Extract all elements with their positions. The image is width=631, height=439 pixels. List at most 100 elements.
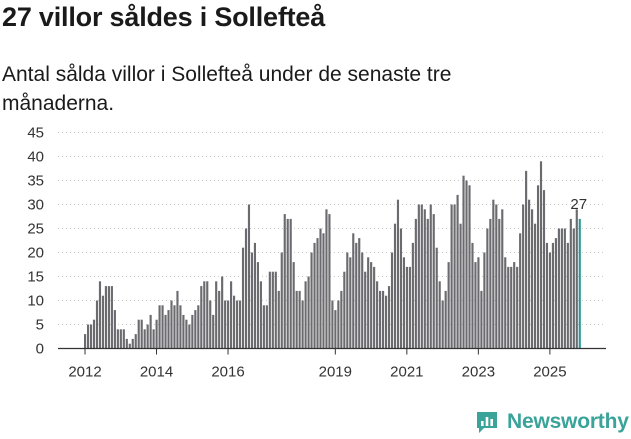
bar — [185, 319, 188, 349]
y-tick-label: 10 — [27, 293, 44, 310]
bar — [551, 242, 555, 349]
bar — [256, 262, 259, 349]
bar — [134, 334, 137, 349]
bar — [334, 310, 337, 349]
bar — [498, 218, 501, 349]
bar — [545, 242, 549, 349]
bar — [152, 329, 155, 349]
bar — [140, 319, 143, 349]
bar — [447, 262, 450, 349]
bar — [84, 334, 87, 349]
bar — [289, 218, 292, 349]
bar — [224, 300, 227, 349]
bar — [295, 290, 298, 349]
bar — [125, 338, 128, 349]
bar — [146, 324, 149, 349]
bar — [566, 242, 569, 349]
bar — [510, 266, 513, 349]
bar — [233, 295, 236, 349]
bar — [250, 252, 254, 349]
bar — [542, 190, 546, 349]
bar — [265, 305, 268, 349]
bar — [86, 324, 90, 349]
bar — [376, 281, 379, 349]
bar — [95, 300, 99, 349]
bar — [438, 281, 441, 349]
bar — [149, 314, 152, 349]
bar — [352, 233, 355, 349]
bar — [212, 314, 215, 349]
bar — [575, 209, 578, 349]
bar — [182, 314, 185, 349]
newsworthy-logo-icon — [477, 412, 497, 433]
y-tick-label: 30 — [27, 197, 44, 214]
bar — [313, 242, 316, 349]
bar — [104, 286, 108, 349]
bar — [227, 300, 230, 349]
bar — [361, 252, 364, 349]
bar — [316, 238, 319, 349]
bar — [390, 252, 394, 349]
bar — [420, 204, 423, 349]
bar — [501, 209, 504, 349]
bar — [525, 170, 528, 349]
bar — [379, 290, 382, 349]
bar — [197, 305, 200, 349]
bar — [206, 281, 209, 349]
bar — [128, 343, 131, 349]
bar — [560, 228, 563, 349]
bar — [513, 262, 516, 349]
bar — [536, 185, 540, 349]
bar — [191, 314, 194, 349]
bar — [402, 257, 406, 349]
bar — [557, 228, 560, 349]
bar — [387, 286, 391, 349]
bar — [337, 300, 340, 349]
bar — [116, 329, 119, 349]
bar — [107, 286, 110, 349]
bar — [161, 305, 164, 349]
bar — [215, 281, 218, 349]
bar — [405, 266, 408, 349]
bar — [244, 228, 248, 349]
bar — [238, 300, 242, 349]
bar — [459, 223, 462, 349]
bar — [486, 228, 489, 349]
bar-latest — [578, 218, 581, 349]
x-tick-label: 2014 — [140, 364, 173, 381]
bar — [274, 271, 277, 349]
bar — [504, 257, 507, 349]
bar — [349, 257, 352, 349]
x-tick-label: 2019 — [319, 364, 352, 381]
bar — [262, 305, 265, 349]
bar — [113, 310, 116, 349]
bar — [203, 281, 206, 349]
bar — [209, 300, 212, 349]
bar — [280, 252, 283, 349]
bar — [343, 271, 346, 349]
bar — [158, 305, 161, 349]
y-tick-label: 20 — [27, 245, 44, 262]
bar — [393, 223, 397, 349]
bar — [554, 238, 557, 349]
bar — [328, 214, 331, 349]
bar — [101, 295, 105, 349]
bar — [259, 281, 262, 349]
bar — [444, 290, 447, 349]
bar — [119, 329, 122, 349]
bar — [247, 204, 251, 349]
bar — [528, 199, 531, 349]
bar — [188, 324, 191, 349]
bar — [355, 242, 358, 349]
bar — [143, 329, 146, 349]
bar — [304, 281, 307, 349]
bar — [200, 286, 203, 349]
bar — [367, 257, 370, 349]
bar — [441, 300, 444, 349]
bar — [414, 218, 417, 349]
bar — [450, 204, 453, 349]
bar — [480, 290, 483, 349]
chart-title: 27 villor såldes i Sollefteå — [2, 2, 326, 32]
bar — [173, 305, 176, 349]
bar — [411, 242, 414, 349]
